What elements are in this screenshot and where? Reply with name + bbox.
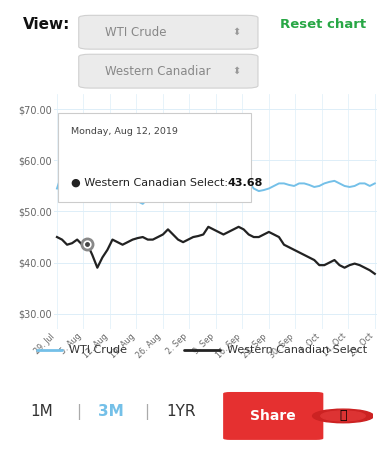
- Text: 1M: 1M: [30, 405, 53, 419]
- FancyBboxPatch shape: [223, 392, 323, 440]
- Text: Western Canadiar: Western Canadiar: [105, 65, 210, 78]
- Text: Western Canadian Select: Western Canadian Select: [227, 345, 367, 355]
- Text: |: |: [76, 404, 82, 420]
- Text: Reset chart: Reset chart: [280, 18, 366, 31]
- Text: Share: Share: [251, 409, 296, 423]
- Text: 1YR: 1YR: [166, 405, 195, 419]
- Circle shape: [313, 409, 373, 423]
- Text: 3M: 3M: [98, 405, 124, 419]
- Text: ● Western Canadian Select:: ● Western Canadian Select:: [71, 178, 235, 188]
- Text: WTI Crude: WTI Crude: [105, 26, 166, 39]
- Text: ⬍: ⬍: [232, 66, 240, 76]
- FancyBboxPatch shape: [58, 113, 251, 202]
- FancyBboxPatch shape: [79, 16, 258, 49]
- Text: ⬍: ⬍: [232, 27, 240, 37]
- Text: WTI Crude: WTI Crude: [69, 345, 127, 355]
- Text: View:: View:: [23, 17, 70, 32]
- FancyBboxPatch shape: [79, 54, 258, 88]
- Text: 🔴: 🔴: [339, 409, 347, 423]
- Text: 43.68: 43.68: [227, 178, 263, 188]
- Text: Monday, Aug 12, 2019: Monday, Aug 12, 2019: [71, 127, 177, 136]
- Circle shape: [321, 411, 365, 421]
- Text: |: |: [144, 404, 149, 420]
